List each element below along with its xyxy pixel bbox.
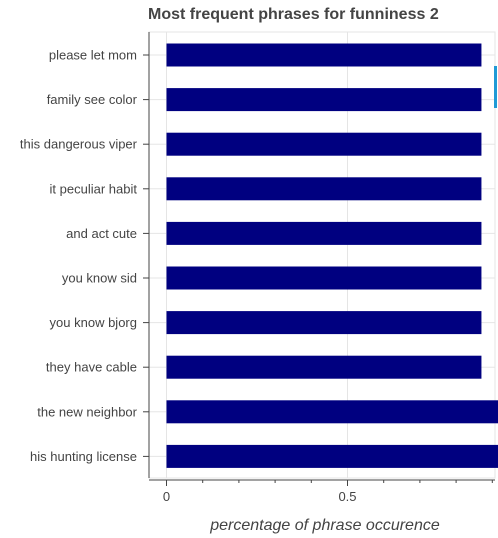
y-tick-label: you know sid: [62, 271, 137, 286]
bar: [166, 221, 482, 245]
bar: [166, 444, 498, 468]
bar: [166, 88, 482, 112]
bar: [166, 43, 482, 67]
bars: [166, 43, 498, 468]
x-axis-label: percentage of phrase occurence: [209, 517, 440, 534]
bar: [166, 400, 498, 424]
y-tick-label: this dangerous viper: [20, 137, 138, 152]
y-tick-label: his hunting license: [30, 449, 137, 464]
y-tick-label: please let mom: [49, 48, 137, 63]
y-tick-label: they have cable: [46, 360, 137, 375]
chart-title: Most frequent phrases for funniness 2: [148, 6, 439, 23]
y-tick-label: it peculiar habit: [50, 181, 138, 196]
bar: [166, 177, 482, 201]
bar: [166, 132, 482, 156]
y-tick-label: family see color: [47, 92, 138, 107]
bar: [166, 355, 482, 379]
x-tick-label: 0: [163, 489, 170, 504]
scrollbar-indicator: [494, 66, 497, 108]
y-tick-label: you know bjorg: [50, 315, 137, 330]
x-axis: 00.511.5: [149, 479, 495, 504]
x-tick-label: 0.5: [338, 489, 356, 504]
y-tick-label: and act cute: [66, 226, 137, 241]
bar: [166, 266, 482, 290]
bar: [166, 311, 482, 335]
y-axis: please let mom family see color this dange…: [20, 32, 150, 478]
y-tick-label: the new neighbor: [37, 404, 137, 419]
